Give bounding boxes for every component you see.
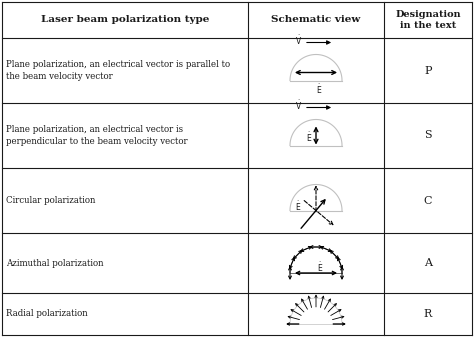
Text: $\mathregular{\dot{E}}$: $\mathregular{\dot{E}}$ [306, 130, 312, 145]
Text: Schematic view: Schematic view [272, 16, 361, 25]
Text: $\mathregular{\dot{E}}$: $\mathregular{\dot{E}}$ [295, 200, 301, 213]
Text: Laser beam polarization type: Laser beam polarization type [41, 16, 209, 25]
Text: Radial polarization: Radial polarization [6, 309, 88, 318]
Text: $\mathregular{\dot{V}}$: $\mathregular{\dot{V}}$ [295, 99, 302, 113]
Text: Azimuthal polarization: Azimuthal polarization [6, 258, 103, 268]
Text: $\mathregular{\dot{E}}$: $\mathregular{\dot{E}}$ [316, 83, 322, 96]
Text: R: R [424, 309, 432, 319]
Text: $\mathregular{\dot{V}}$: $\mathregular{\dot{V}}$ [295, 34, 302, 48]
Text: Circular polarization: Circular polarization [6, 196, 95, 205]
Text: P: P [424, 65, 432, 75]
Text: $\mathregular{\dot{E}}$: $\mathregular{\dot{E}}$ [317, 260, 323, 274]
Text: C: C [424, 195, 432, 206]
Text: Designation
in the text: Designation in the text [395, 10, 461, 30]
Text: A: A [424, 258, 432, 268]
Text: S: S [424, 130, 432, 141]
Text: Plane polarization, an electrical vector is
perpendicular to the beam velocity v: Plane polarization, an electrical vector… [6, 125, 188, 146]
Text: Plane polarization, an electrical vector is parallel to
the beam velocity vector: Plane polarization, an electrical vector… [6, 60, 230, 81]
